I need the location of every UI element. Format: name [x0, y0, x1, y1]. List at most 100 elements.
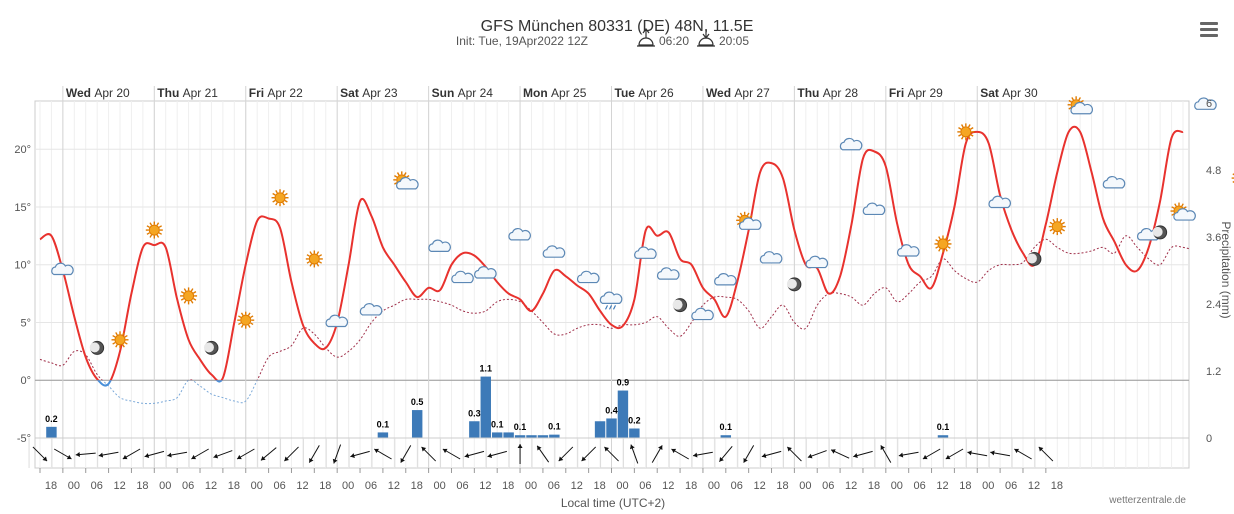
precip-bar [46, 426, 57, 438]
cloud-icon [1194, 97, 1217, 110]
sun-ray [122, 344, 125, 348]
sun-ray [115, 344, 118, 348]
precip-bar-label: 0.1 [937, 422, 950, 432]
precip-bar [537, 435, 549, 438]
wind-arrow-head [671, 448, 677, 454]
x-tick-label: 06 [914, 480, 926, 492]
x-tick-label: 18 [45, 480, 57, 492]
y-left-tick-label: -5° [17, 433, 31, 445]
wind-arrow-icon [98, 451, 119, 458]
x-tick-label: 00 [342, 480, 354, 492]
x-tick-label: 12 [113, 480, 125, 492]
sun-disc [960, 126, 972, 138]
sun-ray [180, 291, 185, 294]
wind-arrow-head [284, 456, 289, 462]
wind-arrow-head [922, 454, 928, 460]
sun-ray [935, 239, 939, 242]
chart-subtitle: Init: Tue, 19Apr2022 12Z 06:20 20:05 [456, 28, 749, 48]
wind-arrow-icon [260, 447, 277, 461]
sun-ray [316, 251, 320, 255]
cloud-shape [862, 202, 886, 216]
hamburger-menu-icon[interactable] [1200, 22, 1218, 37]
wind-arrow-icon [53, 448, 72, 460]
sun-ray [272, 192, 276, 196]
sun-ray [190, 300, 194, 304]
sun-ray [1078, 97, 1081, 101]
sun-ray [247, 312, 251, 316]
wind-arrow-head [1014, 448, 1020, 454]
sun-ray [193, 298, 197, 301]
precip-bar-label: 0.2 [45, 414, 58, 424]
sun-disc [1051, 221, 1063, 233]
precip-bar [594, 421, 606, 438]
cloud-icon [51, 262, 74, 276]
precip-bar [503, 432, 514, 438]
wind-arrow-icon [308, 445, 320, 463]
cloud-shape [839, 137, 863, 151]
wind-arrow-icon [144, 450, 165, 458]
wind-arrow-head [719, 456, 724, 462]
cloud-shape [1102, 176, 1126, 189]
sun-ray [183, 300, 187, 304]
y-right-tick-label: 3.6 [1206, 232, 1221, 244]
sun-disc [148, 224, 160, 236]
sun-ray [947, 246, 951, 249]
sun-ray [1080, 99, 1084, 103]
sun-ray [1052, 218, 1056, 223]
x-tick-label: 12 [388, 480, 400, 492]
x-tick-label: 00 [616, 480, 628, 492]
precip-bar [411, 410, 423, 438]
x-tick-label: 06 [273, 480, 285, 492]
wind-arrow-head [487, 453, 493, 458]
wind-arrow-head [122, 454, 128, 460]
sun-ray [158, 232, 163, 235]
x-tick-label: 18 [776, 480, 788, 492]
cloud-icon [634, 246, 657, 259]
precip-bar-label: 0.1 [720, 422, 733, 432]
cloud-shape [325, 314, 349, 328]
wind-arrow-icon [1038, 446, 1054, 462]
cloud-icon [691, 307, 714, 321]
wind-arrow-icon [967, 450, 988, 457]
sun-ray [1171, 206, 1175, 209]
partly-icon [1170, 202, 1196, 221]
wind-arrow-head [374, 448, 379, 454]
wind-arrow-icon [517, 444, 523, 464]
sun-disc [183, 290, 195, 302]
wind-arrow-icon [75, 452, 96, 458]
wind-arrow-icon [830, 449, 850, 459]
x-tick-label: 12 [662, 480, 674, 492]
wind-arrow-icon [284, 446, 299, 462]
x-tick-label: 06 [822, 480, 834, 492]
precip-bar [606, 418, 617, 438]
cloud-icon [359, 303, 383, 316]
sun-ray [1049, 228, 1053, 232]
sun-ray [1061, 228, 1065, 232]
wind-arrow-head [743, 457, 748, 463]
precip-bar [549, 434, 560, 438]
sun-disc [937, 238, 949, 250]
wind-arrow-head [807, 453, 813, 459]
sun-ray [306, 254, 310, 257]
sun-ray [749, 215, 753, 219]
wind-arrow-head [629, 444, 635, 450]
day-label: Wed Apr 27 [706, 86, 770, 100]
x-tick-label: 06 [548, 480, 560, 492]
day-label: Sat Apr 23 [340, 86, 398, 100]
cloud-shape [428, 239, 451, 252]
partly-icon [393, 171, 419, 190]
wind-arrow-icon [332, 444, 342, 464]
x-tick-label: 12 [205, 480, 217, 492]
sun-ray [240, 324, 244, 328]
wind-arrow-icon [922, 448, 941, 460]
cloud-icon [805, 255, 829, 269]
sun-ray [1049, 221, 1053, 225]
sun-ray [190, 288, 194, 292]
sun-ray [1181, 203, 1184, 207]
sun-ray [250, 315, 254, 319]
line-series [39, 125, 1189, 405]
dewpoint-line-below-zero [101, 380, 258, 405]
sun-ray [149, 222, 153, 226]
x-tick-label: 06 [91, 480, 103, 492]
sun-ray [1071, 97, 1074, 101]
